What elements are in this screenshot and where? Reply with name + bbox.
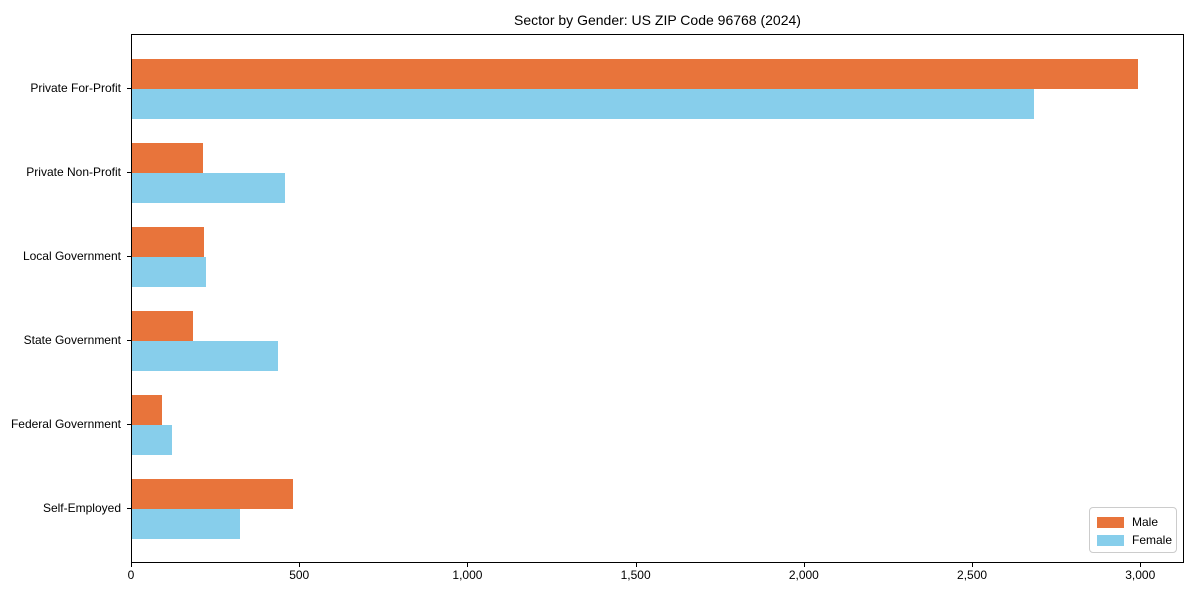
bar-male-self-employed xyxy=(132,479,294,509)
y-tick-label-private-non-profit: Private Non-Profit xyxy=(26,165,121,179)
bar-female-private-for-profit xyxy=(132,89,1034,119)
plot-area xyxy=(131,34,1184,563)
y-tick-mark xyxy=(127,256,131,257)
x-tick-mark xyxy=(131,563,132,567)
bar-female-state-government xyxy=(132,341,279,371)
legend-items: Male Female xyxy=(1097,513,1173,549)
x-tick-label-0: 0 xyxy=(127,568,135,582)
chart-title: Sector by Gender: US ZIP Code 96768 (202… xyxy=(514,12,801,28)
x-tick-label-1-000: 1,000 xyxy=(452,568,483,582)
y-tick-label-self-employed: Self-Employed xyxy=(42,501,121,515)
legend-label-male: Male xyxy=(1132,515,1159,529)
bar-female-self-employed xyxy=(132,509,240,539)
x-tick-label-500: 500 xyxy=(289,568,310,582)
bar-female-private-non-profit xyxy=(132,173,286,203)
bar-female-local-government xyxy=(132,257,206,287)
y-tick-mark xyxy=(127,508,131,509)
bar-male-private-for-profit xyxy=(132,59,1138,89)
x-tick-mark xyxy=(972,563,974,567)
x-tick-label-2-500: 2,500 xyxy=(957,568,988,582)
x-tick-mark xyxy=(803,563,805,567)
bar-male-private-non-profit xyxy=(132,143,203,173)
legend-item-female: Female xyxy=(1097,531,1173,549)
x-tick-mark xyxy=(635,563,637,567)
y-tick-mark xyxy=(127,340,131,341)
y-tick-label-federal-government: Federal Government xyxy=(10,417,121,431)
x-tick-label-1-500: 1,500 xyxy=(620,568,651,582)
bar-male-state-government xyxy=(132,311,193,341)
legend-swatch-female xyxy=(1097,534,1124,546)
x-tick-mark xyxy=(1140,563,1142,567)
legend-item-male: Male xyxy=(1097,513,1169,531)
y-tick-label-private-for-profit: Private For-Profit xyxy=(30,81,121,95)
y-tick-label-state-government: State Government xyxy=(23,333,121,347)
legend-swatch-male xyxy=(1097,516,1124,528)
x-tick-mark xyxy=(299,563,301,567)
x-tick-label-2-000: 2,000 xyxy=(788,568,819,582)
legend-label-female: Female xyxy=(1132,533,1173,547)
x-tick-mark xyxy=(467,563,469,567)
bar-male-federal-government xyxy=(132,395,163,425)
y-tick-mark xyxy=(127,424,131,425)
bar-female-federal-government xyxy=(132,425,173,455)
y-tick-label-local-government: Local Government xyxy=(22,249,121,263)
y-tick-mark xyxy=(127,88,131,89)
legend: Male Female xyxy=(1089,507,1177,553)
x-tick-label-3-000: 3,000 xyxy=(1125,568,1156,582)
y-tick-mark xyxy=(127,172,131,173)
bar-male-local-government xyxy=(132,227,205,257)
